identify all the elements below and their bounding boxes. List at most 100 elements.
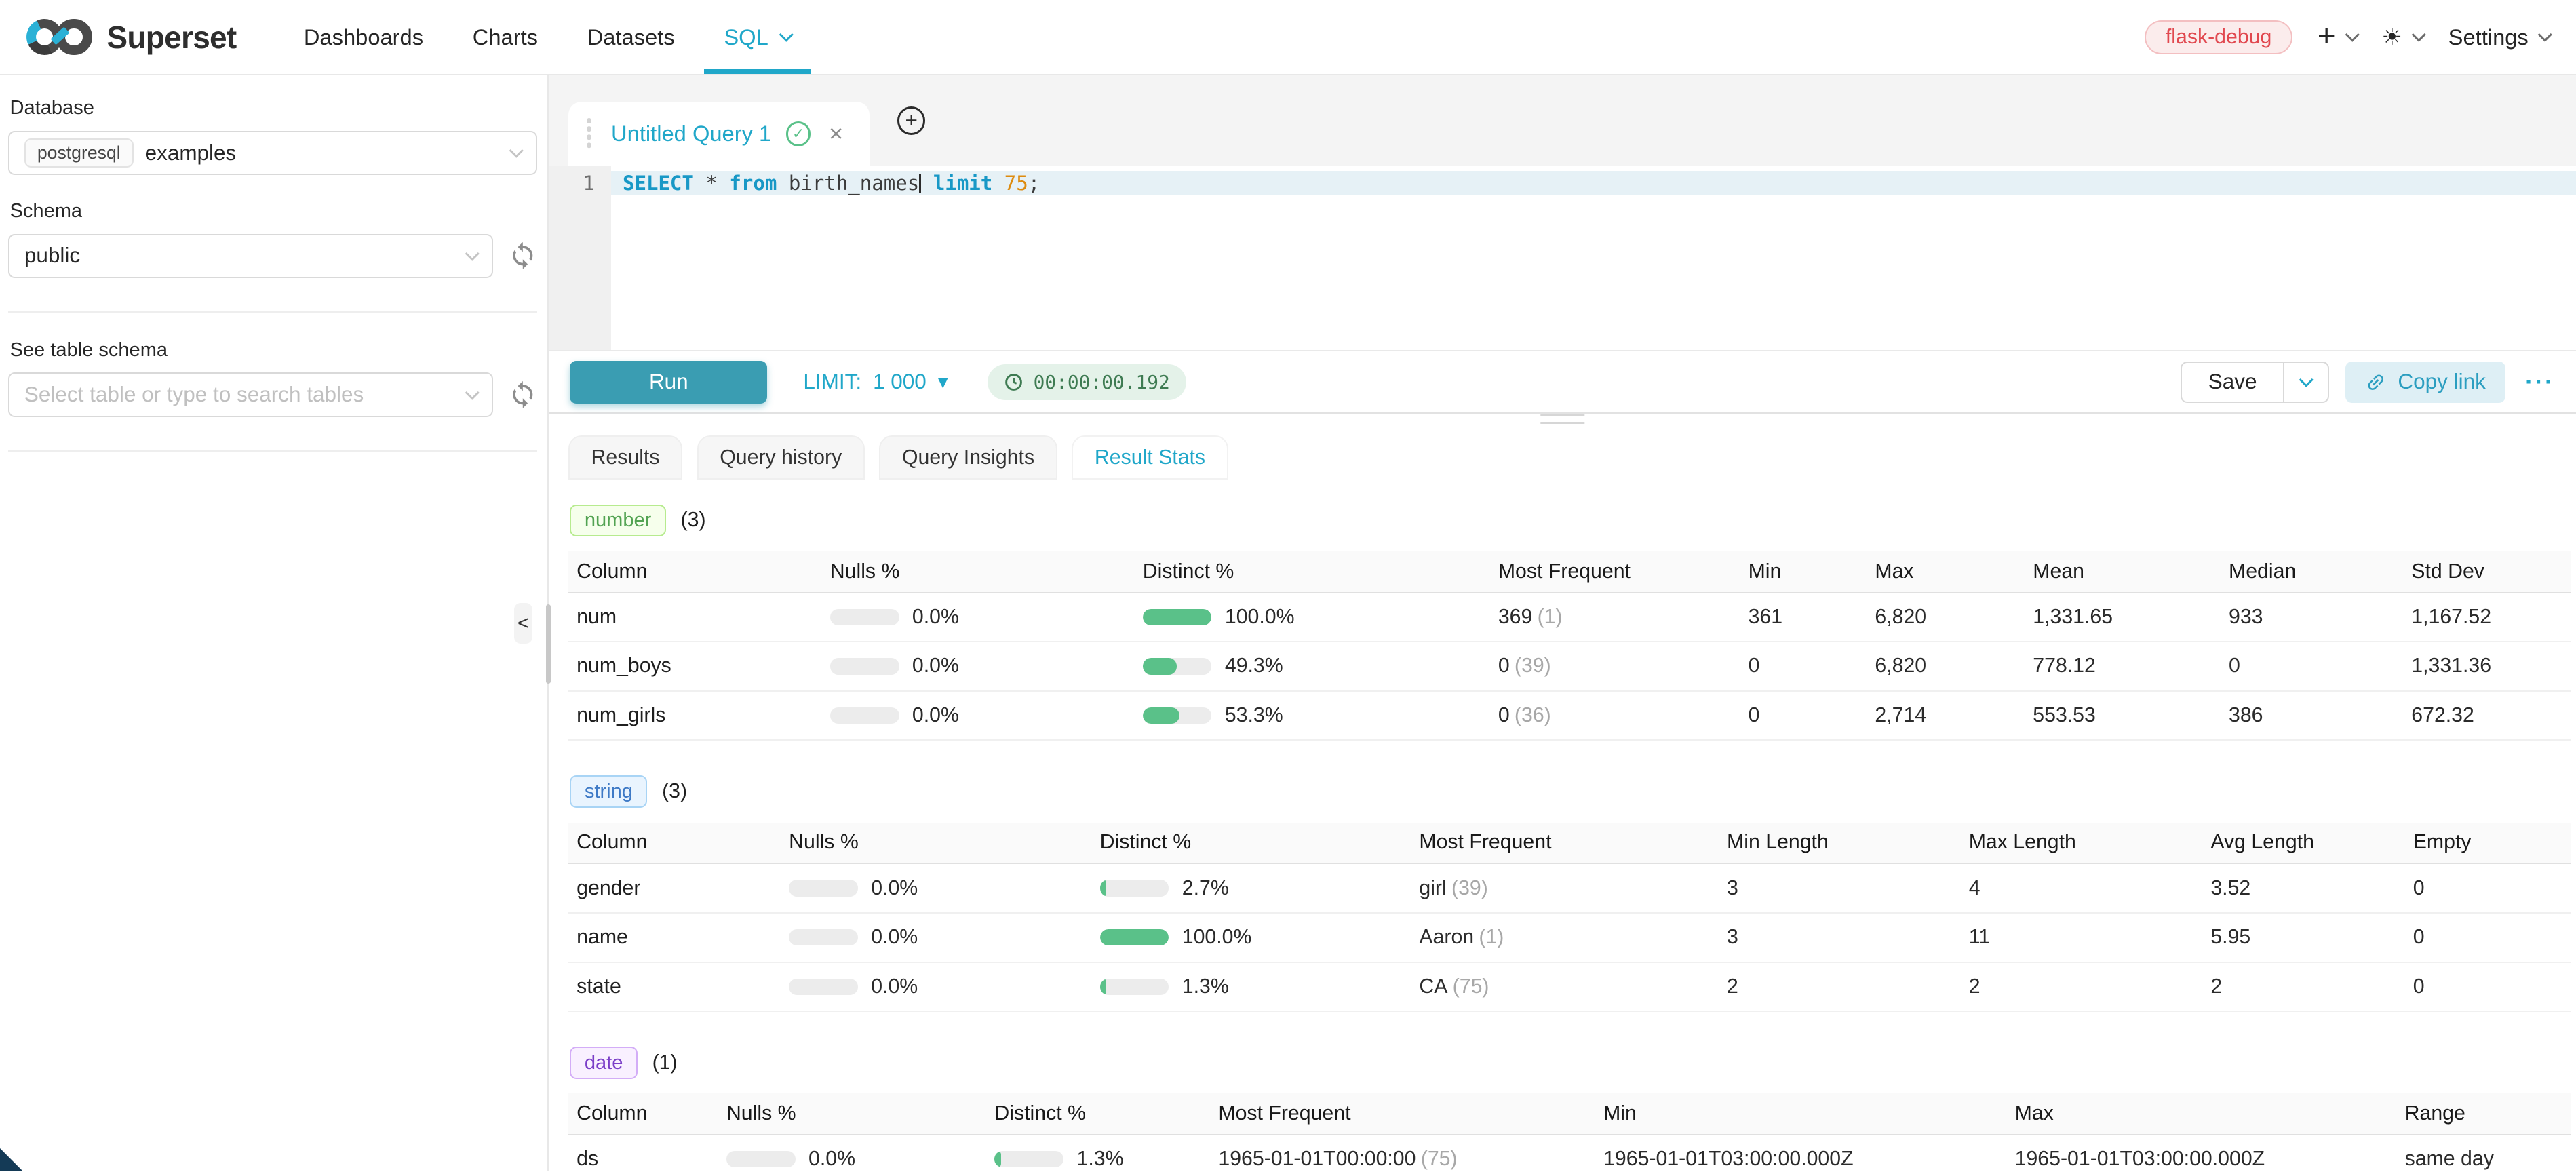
- distinct-bar-fill: [1099, 880, 1107, 897]
- nulls-bar: [789, 929, 858, 946]
- stats-section-string: string (3) Column Nulls % Distinct % Most Fre…: [568, 775, 2571, 1013]
- table-row: num_boys 0.0% 49.3% 0 (39) 0 6,820 778.12 0 1,331…: [568, 642, 2571, 692]
- sql-token: birth_names: [777, 171, 920, 195]
- column-header: Distinct %: [1134, 551, 1490, 593]
- column-count: (3): [680, 509, 706, 532]
- most-frequent-count: (75): [1420, 1148, 1458, 1171]
- most-frequent-cell: Aaron (1): [1411, 912, 1719, 963]
- more-actions-button[interactable]: ···: [2524, 368, 2555, 396]
- nav-item-dashboards[interactable]: Dashboards: [279, 0, 448, 74]
- distinct-bar: [1099, 929, 1169, 946]
- pane-resize-handle[interactable]: [1540, 414, 1585, 424]
- most-frequent-count: (1): [1479, 926, 1504, 949]
- editor-code-area[interactable]: SELECT * from birth_names limit 75;: [611, 166, 2576, 351]
- caret-down-icon: ▼: [937, 374, 948, 390]
- query-timer-badge: 00:00:00.192: [987, 364, 1186, 400]
- type-tag-number: number: [570, 504, 666, 537]
- close-tab-icon[interactable]: ×: [828, 119, 844, 148]
- header-row: Column Nulls % Distinct % Most Frequent Min M…: [568, 551, 2571, 593]
- mouse-cursor: [0, 1148, 28, 1172]
- line-number: 1: [583, 171, 595, 195]
- settings-label: Settings: [2448, 24, 2529, 50]
- toolbar-right: Save Copy link ···: [2181, 362, 2554, 403]
- table-row: ds 0.0% 1.3% 1965-01-01T00:00:00 (75) 1965-01…: [568, 1135, 2571, 1171]
- stat-cell: 1,331.36: [2403, 642, 2571, 692]
- most-frequent-count: (1): [1537, 605, 1563, 628]
- refresh-tables-button[interactable]: [508, 380, 538, 410]
- schema-select[interactable]: public: [8, 233, 494, 278]
- limit-dropdown[interactable]: LIMIT: 1 000 ▼: [803, 370, 948, 394]
- collapse-sidebar-button[interactable]: <: [514, 602, 532, 644]
- stat-cell: 0: [1740, 690, 1867, 741]
- sql-code-editor[interactable]: 1 SELECT * from birth_names limit 75;: [549, 165, 2576, 352]
- nulls-cell: 0.0%: [821, 690, 1135, 741]
- stat-cell: 933: [2220, 592, 2404, 643]
- sql-token: ;: [1028, 171, 1040, 195]
- nulls-percent: 0.0%: [912, 704, 959, 727]
- section-head: date (1): [570, 1047, 2571, 1079]
- nav-item-label: Datasets: [587, 24, 675, 50]
- superset-logo[interactable]: Superset: [21, 0, 237, 74]
- theme-toggle-button[interactable]: ☀: [2381, 24, 2426, 50]
- save-split-button: Save: [2181, 362, 2329, 403]
- results-pane: Results Query history Query Insights Result…: [549, 414, 2576, 1171]
- nulls-cell: 0.0%: [821, 642, 1135, 692]
- drag-handle-icon[interactable]: [586, 118, 591, 149]
- column-header: Nulls %: [718, 1093, 987, 1136]
- table-select[interactable]: Select table or type to search tables: [8, 372, 494, 417]
- sql-editor-panel: Untitled Query 1 ✓ × + 1 SELECT * from b…: [549, 75, 2576, 1171]
- stat-cell: 2: [2202, 962, 2405, 1013]
- tab-query-insights[interactable]: Query Insights: [879, 435, 1057, 480]
- nav-item-datasets[interactable]: Datasets: [562, 0, 699, 74]
- run-button[interactable]: Run: [570, 360, 768, 404]
- refresh-schemas-button[interactable]: [508, 241, 538, 271]
- type-tag-date: date: [570, 1047, 638, 1079]
- chevron-down-icon: [2345, 27, 2360, 42]
- query-tab[interactable]: Untitled Query 1 ✓ ×: [568, 102, 870, 166]
- tab-results[interactable]: Results: [568, 435, 682, 480]
- distinct-bar: [1142, 707, 1212, 724]
- column-name-cell: name: [568, 912, 781, 963]
- top-nav: Superset Dashboards Charts Datasets SQL fla…: [0, 0, 2576, 76]
- nulls-bar: [789, 978, 858, 996]
- timer-value: 00:00:00.192: [1033, 370, 1170, 393]
- most-frequent-value: girl: [1419, 876, 1447, 899]
- nulls-cell: 0.0%: [781, 912, 1092, 963]
- copy-link-button[interactable]: Copy link: [2345, 362, 2505, 403]
- editor-toolbar: Run LIMIT: 1 000 ▼ 00:00:00.192 Save: [549, 351, 2576, 414]
- stats-table-date: Column Nulls % Distinct % Most Frequent Min M…: [568, 1093, 2571, 1171]
- nav-item-sql[interactable]: SQL: [699, 0, 816, 75]
- database-select[interactable]: postgresql examples: [8, 130, 538, 176]
- tab-query-history[interactable]: Query history: [697, 435, 865, 480]
- sidebar-scrollbar-thumb[interactable]: [545, 604, 551, 684]
- new-query-tab-button[interactable]: +: [897, 106, 926, 135]
- table-row: num 0.0% 100.0% 369 (1) 361 6,820 1,331.65 933 1,…: [568, 592, 2571, 643]
- nav-item-charts[interactable]: Charts: [448, 0, 562, 74]
- section-head: number (3): [570, 504, 2571, 537]
- stat-cell: 1965-01-01T03:00:00.000Z: [1595, 1135, 2007, 1171]
- settings-menu[interactable]: Settings: [2448, 24, 2552, 50]
- query-success-check-icon: ✓: [786, 121, 811, 146]
- nav-right: flask-debug + ☀ Settings: [2144, 0, 2552, 74]
- stat-cell: 3: [1718, 863, 1961, 914]
- stat-cell: 361: [1740, 592, 1867, 643]
- sql-lab-sidebar: Database postgresql examples Schema publ…: [0, 75, 551, 1171]
- column-name-cell: state: [568, 962, 781, 1013]
- save-options-caret[interactable]: [2283, 363, 2327, 402]
- schema-value: public: [24, 243, 81, 268]
- chevron-down-icon: [2537, 28, 2552, 42]
- column-header: Column: [568, 1093, 718, 1136]
- column-name-cell: num_boys: [568, 642, 822, 692]
- most-frequent-cell: CA (75): [1411, 962, 1719, 1013]
- stats-section-date: date (1) Column Nulls % Distinct % Most Frequ…: [568, 1047, 2571, 1171]
- column-count: (1): [652, 1051, 678, 1074]
- save-button[interactable]: Save: [2208, 370, 2257, 394]
- new-item-button[interactable]: +: [2318, 20, 2360, 51]
- sidebar-divider: [8, 450, 538, 452]
- environment-tag: flask-debug: [2144, 20, 2293, 54]
- stat-cell: 2: [1718, 962, 1961, 1013]
- nav-item-label: SQL: [724, 24, 768, 50]
- tab-result-stats[interactable]: Result Stats: [1072, 435, 1228, 480]
- refresh-icon: [513, 242, 533, 270]
- column-header: Max: [2006, 1093, 2397, 1136]
